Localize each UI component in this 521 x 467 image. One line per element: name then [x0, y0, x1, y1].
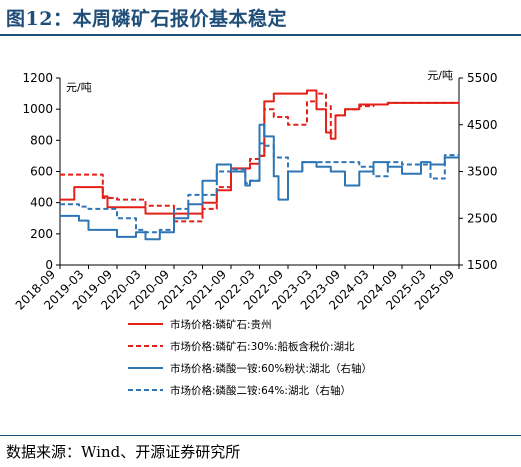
left-tick-label: 400	[30, 196, 53, 210]
title-rule	[0, 34, 521, 36]
right-tick-label: 2500	[467, 211, 498, 225]
left-tick-label: 1200	[22, 71, 53, 85]
right-axis-unit: 元/吨	[427, 69, 453, 82]
right-axis: 1500 2500 3500 4500 5500	[459, 71, 498, 272]
series-line-2	[60, 92, 459, 223]
left-tick-label: 600	[30, 165, 53, 179]
series-line-3	[60, 123, 459, 241]
legend-label-2: 市场价格:磷矿石:30%:船板含税价:湖北	[170, 340, 355, 353]
series-lines	[60, 89, 459, 241]
legend: 市场价格:磷矿石:贵州市场价格:磷矿石:30%:船板含税价:湖北市场价格:磷酸一…	[128, 318, 372, 397]
x-axis: 2018-092019-032019-092020-032020-092021-…	[13, 265, 460, 313]
legend-label-3: 市场价格:磷酸一铵:60%粉状:湖北（右轴）	[170, 362, 372, 375]
legend-label-1: 市场价格:磷矿石:贵州	[170, 318, 272, 331]
left-tick-label: 200	[30, 227, 53, 241]
figure-title: 图12：本周磷矿石报价基本稳定	[6, 8, 287, 30]
right-tick-label: 4500	[467, 118, 498, 132]
left-axis-unit: 元/吨	[66, 81, 92, 94]
left-tick-label: 0	[45, 258, 53, 272]
right-tick-label: 5500	[467, 71, 498, 85]
source-note: 数据来源：Wind、开源证券研究所	[6, 443, 241, 461]
left-tick-label: 800	[30, 133, 53, 147]
left-tick-label: 1000	[22, 102, 53, 116]
series-line-4	[60, 142, 459, 234]
right-tick-label: 3500	[467, 165, 498, 179]
legend-label-4: 市场价格:磷酸二铵:64%:湖北（右轴）	[170, 384, 351, 397]
left-axis: 0 200 400 600 800 1000 1200	[22, 71, 60, 272]
right-tick-label: 1500	[467, 258, 498, 272]
source-rule	[0, 435, 521, 436]
